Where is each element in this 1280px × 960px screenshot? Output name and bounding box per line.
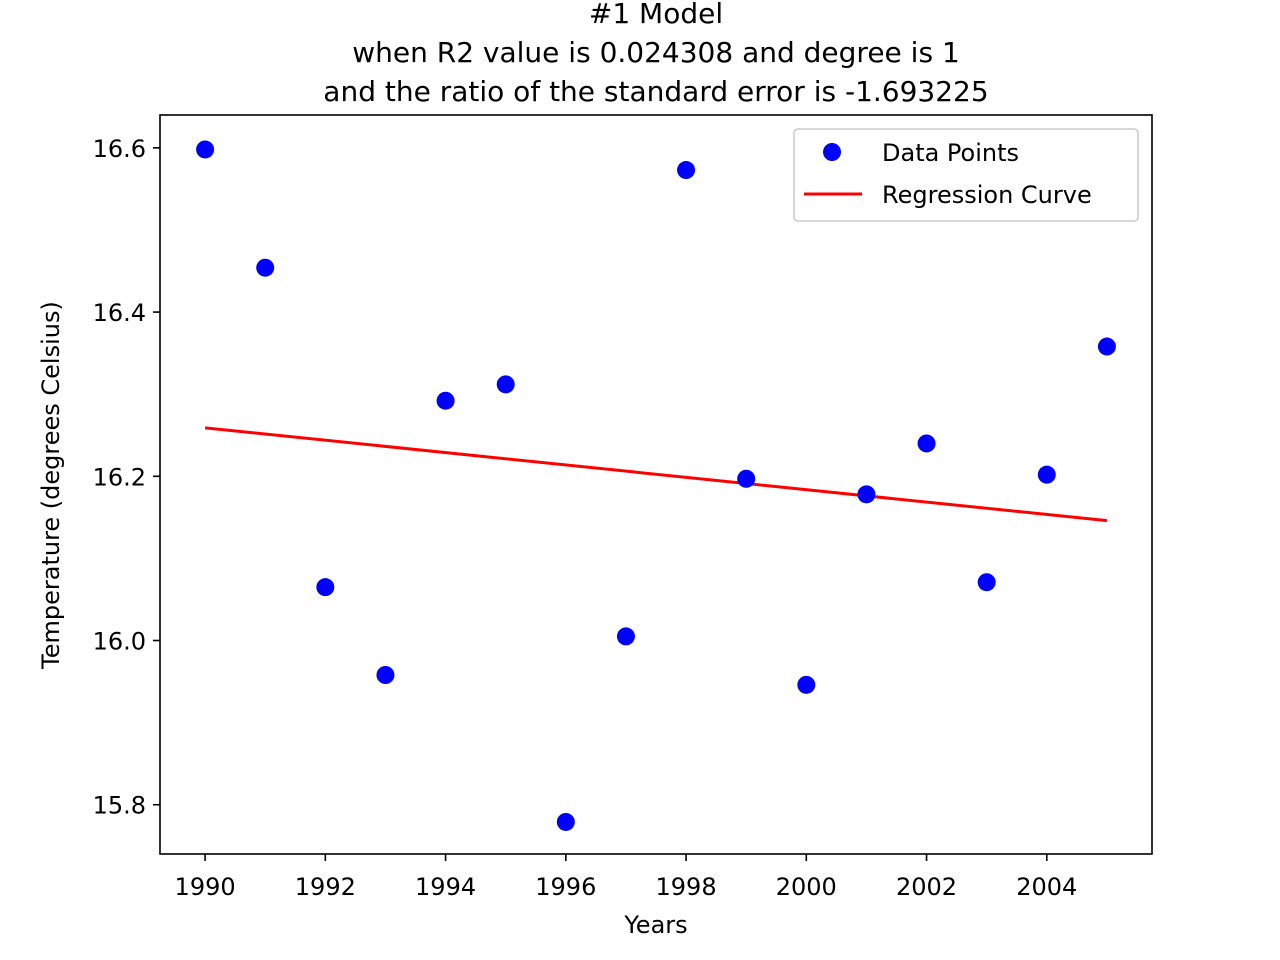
plot-marks bbox=[196, 140, 1116, 831]
legend-marker-data-points bbox=[823, 143, 841, 161]
x-axis: 1990 1992 1994 1996 1998 2000 2002 2004 bbox=[175, 854, 1077, 901]
legend-label-data-points: Data Points bbox=[882, 139, 1019, 167]
x-tick-label: 1998 bbox=[656, 873, 717, 901]
data-point bbox=[977, 573, 996, 592]
data-point bbox=[857, 485, 876, 504]
data-point bbox=[677, 161, 696, 180]
data-point bbox=[556, 812, 575, 831]
data-point bbox=[1037, 465, 1056, 484]
x-tick-label: 1996 bbox=[535, 873, 596, 901]
data-point bbox=[1097, 337, 1116, 356]
y-tick-label: 16.0 bbox=[93, 628, 146, 656]
x-axis-label: Years bbox=[623, 911, 687, 939]
legend-box bbox=[793, 128, 1139, 222]
data-point bbox=[797, 675, 816, 694]
x-tick-label: 1994 bbox=[415, 873, 476, 901]
chart-title: #1 Model when R2 value is 0.024308 and d… bbox=[160, 0, 1152, 111]
chart-title-line-2: when R2 value is 0.024308 and degree is … bbox=[352, 36, 960, 69]
x-tick-label: 1992 bbox=[295, 873, 356, 901]
y-tick-label: 16.6 bbox=[93, 135, 146, 163]
data-point bbox=[917, 434, 936, 453]
y-tick-label: 15.8 bbox=[93, 792, 146, 820]
x-tick-label: 2004 bbox=[1016, 873, 1077, 901]
x-tick-label: 1990 bbox=[175, 873, 236, 901]
chart-title-line-1: #1 Model bbox=[588, 0, 724, 30]
y-tick-label: 16.2 bbox=[93, 463, 146, 491]
legend: Data Points Regression Curve bbox=[793, 128, 1139, 222]
data-point bbox=[616, 627, 635, 646]
data-point bbox=[376, 665, 395, 684]
regression-curve-line bbox=[204, 426, 1108, 523]
data-point bbox=[316, 578, 335, 597]
chart-title-line-3: and the ratio of the standard error is -… bbox=[323, 75, 989, 108]
y-axis-label: Temperature (degrees Celsius) bbox=[37, 301, 65, 670]
data-point bbox=[436, 391, 455, 410]
x-tick-label: 2000 bbox=[776, 873, 837, 901]
y-axis: 15.8 16.0 16.2 16.4 16.6 bbox=[93, 135, 160, 820]
y-tick-label: 16.4 bbox=[93, 299, 146, 327]
data-point bbox=[737, 469, 756, 488]
legend-label-regression-curve: Regression Curve bbox=[882, 181, 1092, 209]
data-point bbox=[196, 140, 215, 159]
plot-frame bbox=[159, 114, 1153, 855]
x-tick-label: 2002 bbox=[896, 873, 957, 901]
data-point bbox=[496, 375, 515, 394]
data-point bbox=[256, 258, 275, 277]
